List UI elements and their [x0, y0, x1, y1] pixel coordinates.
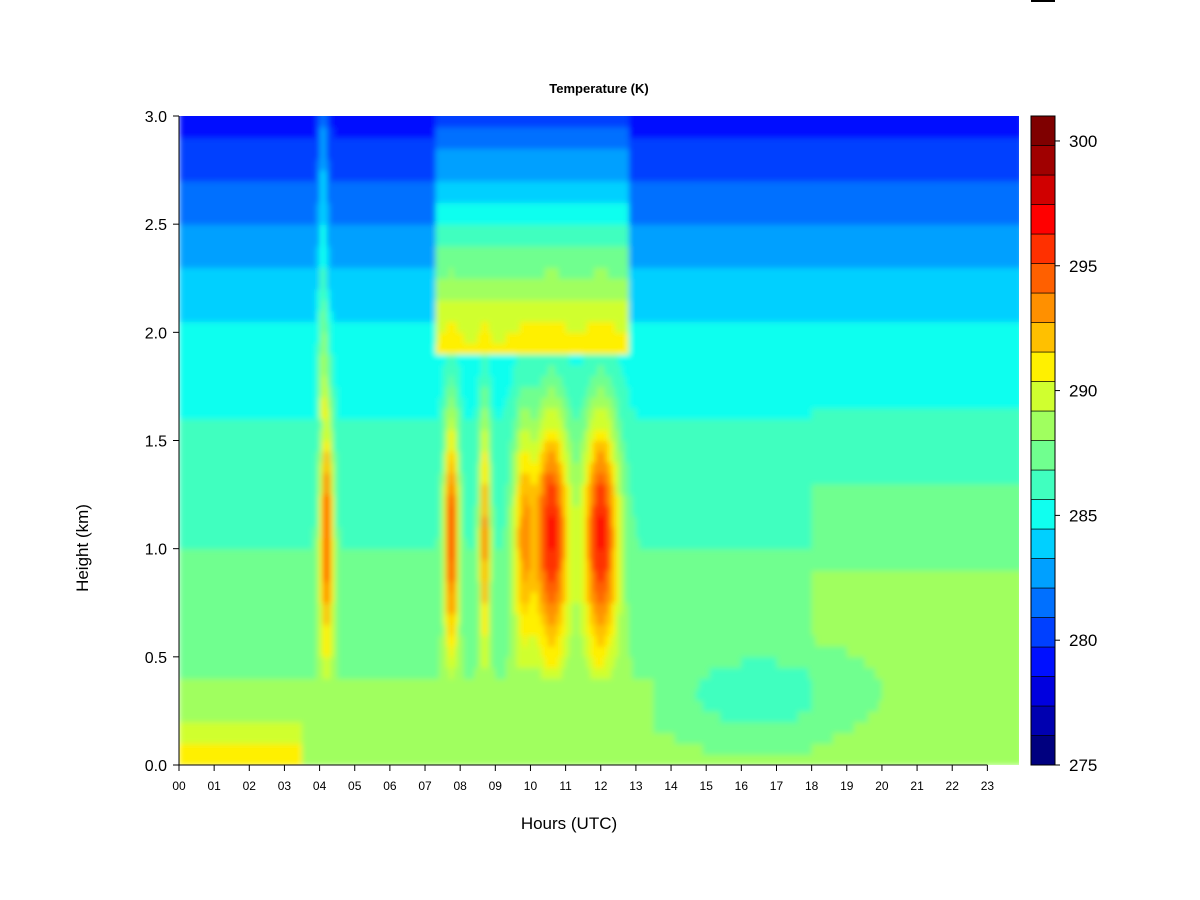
- colorbar-swatch: [1030, 410, 1056, 441]
- colorbar-swatch: [1030, 587, 1056, 618]
- x-tick-label: 07: [418, 779, 432, 793]
- x-tick-label: 18: [805, 779, 819, 793]
- y-axis: 0.0 0.5 1.0 1.5 2.0 2.5 3.0: [145, 109, 180, 775]
- y-tick-label: 2.0: [145, 325, 167, 342]
- colorbar-swatch: [1030, 469, 1056, 500]
- x-tick-label: 17: [770, 779, 784, 793]
- colorbar-swatch: [1030, 440, 1056, 471]
- x-tick-label: 01: [207, 779, 221, 793]
- colorbar-swatch: [1030, 735, 1056, 766]
- chart-title: Temperature (K): [549, 81, 648, 96]
- x-tick-label: 04: [313, 779, 327, 793]
- colorbar-swatch: [1030, 292, 1056, 323]
- colorbar-tick-label: 280: [1069, 631, 1097, 650]
- y-tick-label: 2.5: [145, 217, 167, 234]
- colorbar-tick-label: 300: [1069, 132, 1097, 151]
- x-tick-label: 00: [172, 779, 186, 793]
- colorbar-swatch: [1030, 499, 1056, 530]
- colorbar-swatch: [1030, 322, 1056, 353]
- colorbar: 275 280 285 290 295 300: [1030, 115, 1097, 775]
- y-tick-label: 1.0: [145, 542, 167, 559]
- y-tick-label: 0.0: [145, 758, 167, 775]
- x-tick-label: 19: [840, 779, 854, 793]
- y-tick-label: 1.5: [145, 434, 167, 451]
- x-tick-label: 23: [981, 779, 995, 793]
- x-tick-label: 06: [383, 779, 397, 793]
- colorbar-tick-label: 295: [1069, 257, 1097, 276]
- x-tick-label: 03: [278, 779, 292, 793]
- x-tick-label: 09: [489, 779, 503, 793]
- x-tick-label: 02: [243, 779, 257, 793]
- x-tick-label: 10: [524, 779, 538, 793]
- y-axis-label: Height (km): [73, 504, 92, 592]
- colorbar-tick-label: 275: [1069, 756, 1097, 775]
- x-tick-label: 21: [910, 779, 924, 793]
- colorbar-swatch: [1030, 381, 1056, 412]
- colorbar-swatch: [1030, 174, 1056, 205]
- x-tick-label: 20: [875, 779, 889, 793]
- colorbar-swatch: [1030, 351, 1056, 382]
- colorbar-swatch: [1030, 233, 1056, 264]
- colorbar-tick-label: 285: [1069, 506, 1097, 525]
- x-tick-label: 14: [664, 779, 678, 793]
- y-tick-label: 3.0: [145, 109, 167, 126]
- x-tick-label: 16: [735, 779, 749, 793]
- x-axis-label: Hours (UTC): [521, 814, 617, 833]
- colorbar-swatch: [1030, 145, 1056, 176]
- y-tick-label: 0.5: [145, 650, 167, 667]
- colorbar-swatch: [1030, 204, 1056, 235]
- colorbar-swatch: [1030, 617, 1056, 648]
- x-tick-label: 15: [700, 779, 714, 793]
- x-tick-label: 11: [559, 779, 572, 793]
- colorbar-swatch: [1030, 646, 1056, 677]
- x-tick-label: 13: [629, 779, 643, 793]
- corner-mark: [1031, 0, 1055, 2]
- colorbar-swatch: [1030, 115, 1056, 146]
- x-tick-label: 08: [453, 779, 467, 793]
- heatmap-field: [179, 116, 1019, 765]
- colorbar-swatch: [1030, 528, 1056, 559]
- x-axis: 00 01 02 03 04 05 06 07 08 09 10 11 12 13 14 15 16 17 18 19…: [172, 764, 995, 793]
- colorbar-swatch: [1030, 676, 1056, 707]
- colorbar-swatch: [1030, 263, 1056, 294]
- colorbar-swatch: [1030, 558, 1056, 589]
- colorbar-swatch: [1030, 705, 1056, 736]
- x-tick-label: 22: [946, 779, 960, 793]
- colorbar-frame: [1030, 115, 1056, 766]
- x-tick-label: 05: [348, 779, 362, 793]
- colorbar-tick-label: 290: [1069, 382, 1097, 401]
- x-tick-label: 12: [594, 779, 608, 793]
